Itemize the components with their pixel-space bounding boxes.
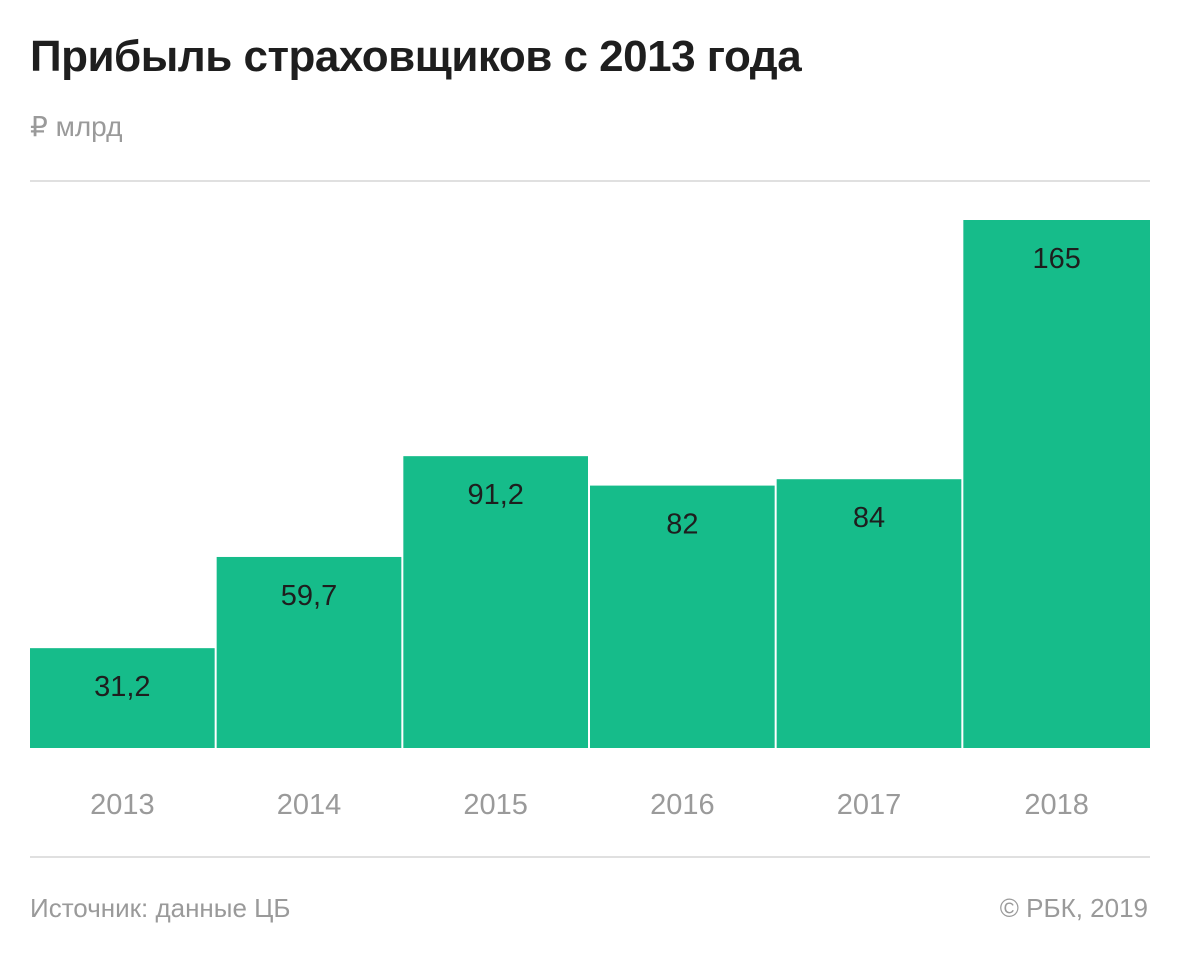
bar-2013 <box>30 648 215 748</box>
x-tick-2017: 2017 <box>837 789 902 821</box>
bar-2017 <box>776 479 962 748</box>
x-tick-2016: 2016 <box>650 789 715 821</box>
source-note: Источник: данные ЦБ <box>30 893 291 923</box>
x-tick-2015: 2015 <box>463 789 528 821</box>
value-label-2017: 84 <box>853 502 885 534</box>
copyright-note: © РБК, 2019 <box>999 893 1148 923</box>
value-label-2016: 82 <box>666 509 698 541</box>
bottom-divider <box>30 856 1150 858</box>
x-tick-2018: 2018 <box>1024 789 1089 821</box>
bar-2018 <box>963 220 1150 748</box>
bar-2015 <box>403 456 588 748</box>
value-label-2015: 91,2 <box>467 479 523 511</box>
chart-title: Прибыль страховщиков с 2013 года <box>30 32 802 81</box>
x-tick-2014: 2014 <box>277 789 342 821</box>
bar-2016 <box>590 485 775 748</box>
value-label-2014: 59,7 <box>281 580 337 612</box>
value-label-2013: 31,2 <box>94 671 150 703</box>
x-tick-2013: 2013 <box>90 789 155 821</box>
top-divider <box>30 180 1150 182</box>
unit-label: ₽ млрд <box>30 111 123 142</box>
value-label-2018: 165 <box>1032 243 1080 275</box>
bar-2014 <box>216 556 402 748</box>
